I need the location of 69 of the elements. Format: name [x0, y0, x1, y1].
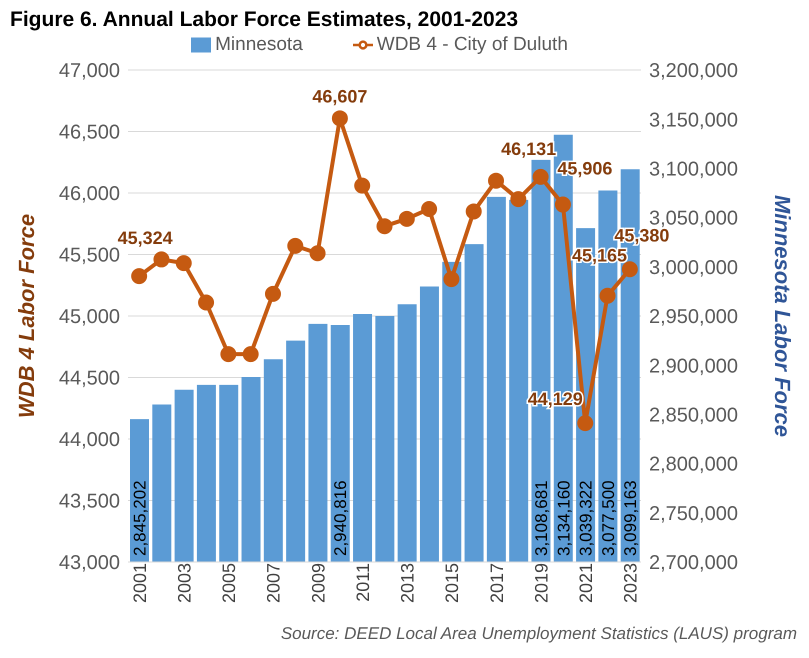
y2-tick-label: 2,900,000	[649, 355, 738, 378]
point	[398, 210, 415, 227]
point	[310, 245, 326, 262]
y2-axis-title: Minnesota Labor Force	[770, 194, 796, 438]
data-label: 3,039,322	[576, 480, 596, 556]
x-tick-label: 2011	[352, 563, 373, 602]
y-axis-title: WDB 4 Labor Force	[14, 214, 39, 418]
source-note: Source: DEED Local Area Unemployment Statistics (LAUS) program	[280, 624, 798, 644]
point	[466, 203, 482, 220]
y-tick-label: 46,500	[58, 122, 120, 144]
x-tick-label: 2009	[308, 563, 328, 604]
x-tick-label: 2021	[576, 563, 596, 604]
x-tick-label: 2013	[398, 563, 418, 604]
point	[131, 268, 148, 284]
y2-tick-label: 2,700,000	[649, 552, 738, 574]
point	[421, 200, 438, 217]
legend-label: Minnesota	[215, 34, 303, 55]
y-tick-label: 44,000	[58, 429, 120, 452]
y2-tick-label: 2,800,000	[649, 454, 738, 476]
point	[376, 218, 392, 234]
data-label: 2,940,816	[331, 480, 350, 556]
y2-tick-label: 3,050,000	[649, 208, 738, 230]
x-tick-label: 2005	[219, 563, 240, 604]
data-label: 3,108,681	[532, 480, 551, 556]
x-tick-label: 2007	[264, 563, 284, 604]
data-label: 2,845,202	[130, 480, 150, 556]
x-tick-label: 2017	[486, 563, 507, 604]
legend-label: WDB 4 - City of Duluth	[376, 34, 568, 55]
point	[264, 286, 281, 302]
point	[153, 251, 170, 268]
y2-tick-label: 2,750,000	[649, 502, 738, 525]
point	[198, 294, 214, 310]
y2-tick-label: 3,100,000	[649, 158, 738, 180]
point	[532, 168, 549, 185]
data-label: 45,324	[118, 228, 173, 248]
point	[600, 288, 616, 304]
y2-tick-label: 3,150,000	[649, 109, 738, 132]
data-label: 3,099,163	[621, 480, 640, 556]
y-tick-label: 46,000	[58, 183, 120, 206]
point	[554, 196, 571, 213]
point	[577, 415, 594, 432]
y2-tick-label: 2,850,000	[649, 404, 738, 426]
y-tick-label: 47,000	[58, 60, 120, 82]
point	[354, 178, 370, 194]
x-tick-label: 2015	[442, 563, 462, 604]
x-tick-label: 2023	[620, 563, 641, 604]
point	[510, 191, 526, 208]
point	[220, 346, 236, 362]
point	[242, 346, 259, 362]
y-tick-label: 45,000	[58, 306, 120, 328]
x-tick-label: 2019	[531, 563, 552, 604]
chart-title: Figure 6. Annual Labor Force Estimates, 2001-2023	[9, 8, 520, 33]
point	[332, 110, 348, 126]
data-label: 3,134,160	[554, 480, 574, 556]
y-tick-label: 44,500	[58, 368, 120, 390]
y-tick-label: 43,500	[58, 490, 120, 513]
y-tick-label: 43,000	[58, 552, 120, 574]
point	[443, 271, 460, 288]
point	[488, 172, 504, 189]
data-label: 46,607	[312, 86, 368, 106]
y2-tick-label: 3,000,000	[649, 256, 738, 279]
data-label: 3,077,500	[598, 480, 618, 556]
x-tick-label: 2003	[174, 563, 195, 604]
point	[287, 238, 304, 254]
x-tick-label: 2001	[130, 563, 150, 604]
point	[176, 255, 192, 272]
y2-tick-label: 3,200,000	[649, 60, 738, 82]
y-tick-label: 45,500	[58, 244, 120, 267]
y2-tick-label: 2,950,000	[649, 306, 738, 328]
